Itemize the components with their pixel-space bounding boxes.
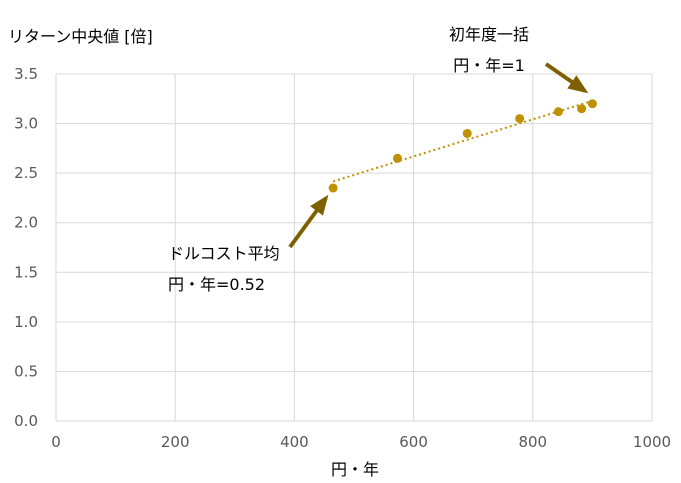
data-point [462,128,472,138]
y-axis-ticks: 0.0 0.5 1.0 1.5 2.0 2.5 3.0 3.5 [14,65,38,430]
x-axis-title: 円・年 [331,460,379,479]
y-tick-label: 1.5 [14,263,38,281]
x-tick-label: 200 [161,433,190,451]
annotation-arrow [288,194,329,249]
y-tick-label: 0.5 [14,362,38,380]
annotation-title: 初年度一括 [449,25,529,44]
gridlines [55,73,653,422]
annotation-arrow [544,62,589,94]
y-tick-label: 2.5 [14,164,38,182]
data-point [515,114,525,124]
y-tick-label: 1.0 [14,313,38,331]
data-point [587,99,597,109]
x-tick-label: 800 [518,433,547,451]
data-point [393,153,403,163]
y-tick-label: 3.5 [14,65,38,83]
trendline [332,99,593,183]
data-points [328,99,597,193]
trendline-path [332,99,593,183]
x-axis-ticks: 0 200 400 600 800 1000 [51,433,671,451]
x-tick-label: 600 [399,433,428,451]
x-tick-label: 1000 [633,433,671,451]
x-tick-label: 400 [280,433,309,451]
annotation-title: ドルコスト平均 [168,244,280,263]
annotation-value: 円・年=0.52 [168,275,265,294]
data-point [553,107,563,117]
data-point [328,183,338,193]
y-axis-title: リターン中央値 [倍] [8,27,153,46]
y-tick-label: 0.0 [14,412,38,430]
y-tick-label: 3.0 [14,115,38,133]
annotation-value: 円・年=1 [453,56,525,75]
y-tick-label: 2.0 [14,214,38,232]
data-point [577,104,587,114]
x-tick-label: 0 [51,433,61,451]
